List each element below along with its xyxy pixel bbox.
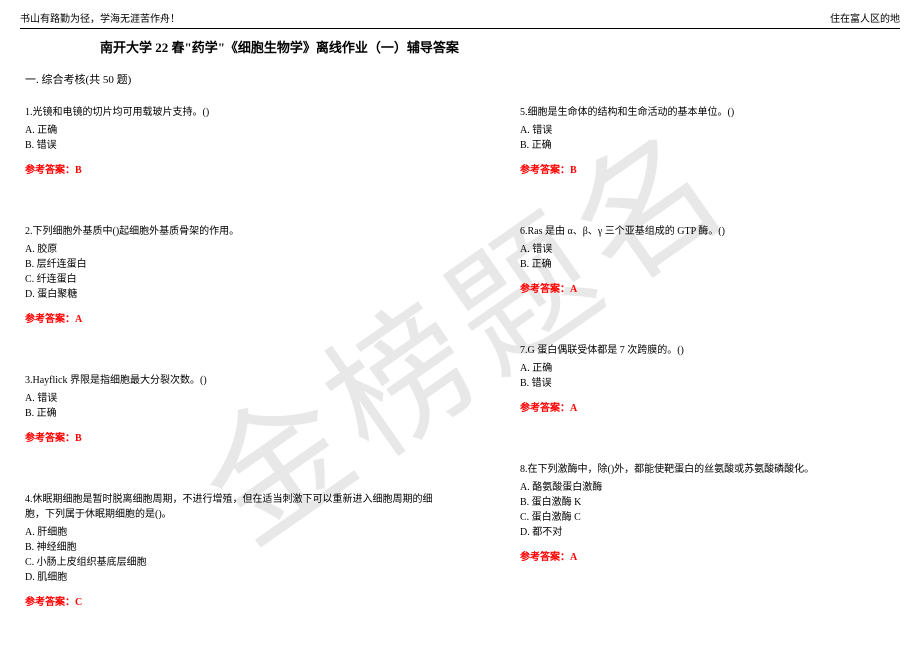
question-block: 1.光镜和电镜的切片均可用载玻片支持。() A. 正确 B. 错误 参考答案：B — [25, 105, 440, 176]
question-block: 7.G 蛋白偶联受体都是 7 次跨膜的。() A. 正确 B. 错误 参考答案：… — [520, 343, 895, 414]
option: A. 肝细胞 — [25, 525, 440, 540]
question-text: 7.G 蛋白偶联受体都是 7 次跨膜的。() — [520, 343, 895, 358]
option: C. 纤连蛋白 — [25, 272, 440, 287]
option: A. 酪氨酸蛋白激酶 — [520, 480, 895, 495]
question-block: 8.在下列激酶中，除()外，都能使靶蛋白的丝氨酸或苏氨酸磷酸化。 A. 酪氨酸蛋… — [520, 462, 895, 563]
question-text: 6.Ras 是由 α、β、γ 三个亚基组成的 GTP 酶。() — [520, 224, 895, 239]
answer: 参考答案：B — [25, 429, 440, 444]
question-text: 4.休眠期细胞是暂时脱离细胞周期，不进行增殖，但在适当刺激下可以重新进入细胞周期… — [25, 492, 440, 522]
header-row: 书山有路勤为径，学海无涯苦作舟！ 住在富人区的地 — [0, 0, 920, 28]
option: B. 正确 — [520, 138, 895, 153]
question-block: 4.休眠期细胞是暂时脱离细胞周期，不进行增殖，但在适当刺激下可以重新进入细胞周期… — [25, 492, 440, 608]
question-text: 1.光镜和电镜的切片均可用载玻片支持。() — [25, 105, 440, 120]
option: A. 正确 — [520, 361, 895, 376]
question-block: 5.细胞是生命体的结构和生命活动的基本单位。() A. 错误 B. 正确 参考答… — [520, 105, 895, 176]
columns-container: 1.光镜和电镜的切片均可用载玻片支持。() A. 正确 B. 错误 参考答案：B… — [0, 105, 920, 656]
option: B. 神经细胞 — [25, 540, 440, 555]
option: D. 肌细胞 — [25, 570, 440, 585]
option: B. 错误 — [25, 138, 440, 153]
header-divider — [20, 28, 900, 29]
option: A. 错误 — [520, 242, 895, 257]
question-text: 8.在下列激酶中，除()外，都能使靶蛋白的丝氨酸或苏氨酸磷酸化。 — [520, 462, 895, 477]
document-title: 南开大学 22 春"药学"《细胞生物学》离线作业（一）辅导答案 — [0, 37, 920, 56]
header-right: 住在富人区的地 — [830, 10, 900, 25]
page-content: 书山有路勤为径，学海无涯苦作舟！ 住在富人区的地 南开大学 22 春"药学"《细… — [0, 0, 920, 656]
answer: 参考答案：B — [520, 161, 895, 176]
option: B. 层纤连蛋白 — [25, 257, 440, 272]
option: D. 蛋白聚糖 — [25, 287, 440, 302]
left-column: 1.光镜和电镜的切片均可用载玻片支持。() A. 正确 B. 错误 参考答案：B… — [25, 105, 460, 656]
option: A. 正确 — [25, 123, 440, 138]
answer: 参考答案：A — [520, 548, 895, 563]
option: D. 都不对 — [520, 525, 895, 540]
option: B. 正确 — [25, 406, 440, 421]
option: B. 错误 — [520, 376, 895, 391]
answer: 参考答案：A — [520, 280, 895, 295]
section-title: 一. 综合考核(共 50 题) — [25, 71, 920, 87]
question-block: 3.Hayflick 界限是指细胞最大分裂次数。() A. 错误 B. 正确 参… — [25, 373, 440, 444]
question-block: 6.Ras 是由 α、β、γ 三个亚基组成的 GTP 酶。() A. 错误 B.… — [520, 224, 895, 295]
right-column: 5.细胞是生命体的结构和生命活动的基本单位。() A. 错误 B. 正确 参考答… — [460, 105, 895, 656]
answer: 参考答案：B — [25, 161, 440, 176]
answer: 参考答案：C — [25, 593, 440, 608]
question-text: 3.Hayflick 界限是指细胞最大分裂次数。() — [25, 373, 440, 388]
question-text: 2.下列细胞外基质中()起细胞外基质骨架的作用。 — [25, 224, 440, 239]
answer: 参考答案：A — [25, 310, 440, 325]
question-text: 5.细胞是生命体的结构和生命活动的基本单位。() — [520, 105, 895, 120]
option: C. 蛋白激酶 C — [520, 510, 895, 525]
option: A. 胶原 — [25, 242, 440, 257]
option: A. 错误 — [25, 391, 440, 406]
answer: 参考答案：A — [520, 399, 895, 414]
option: B. 蛋白激酶 K — [520, 495, 895, 510]
option: B. 正确 — [520, 257, 895, 272]
header-left: 书山有路勤为径，学海无涯苦作舟！ — [20, 10, 180, 25]
option: C. 小肠上皮组织基底层细胞 — [25, 555, 440, 570]
option: A. 错误 — [520, 123, 895, 138]
question-block: 2.下列细胞外基质中()起细胞外基质骨架的作用。 A. 胶原 B. 层纤连蛋白 … — [25, 224, 440, 325]
